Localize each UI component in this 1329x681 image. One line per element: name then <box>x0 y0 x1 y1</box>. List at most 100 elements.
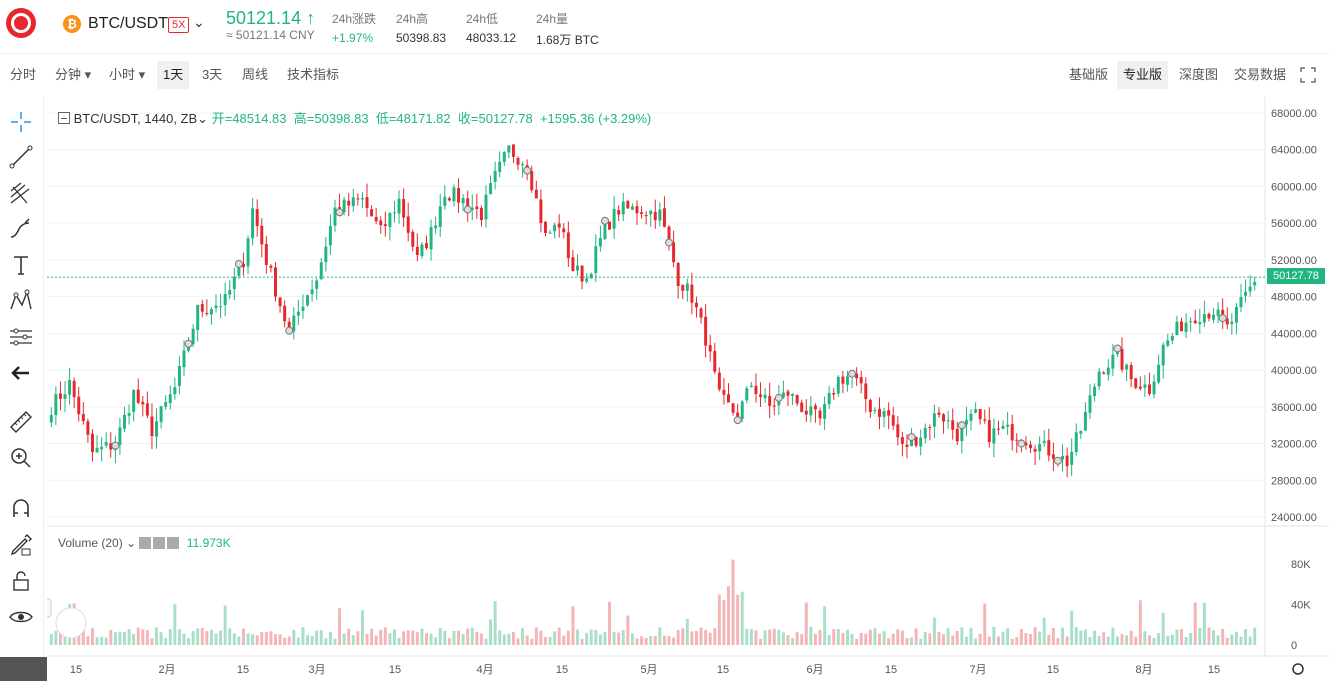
volume-value: 11.973K <box>186 536 231 550</box>
magnet-icon[interactable] <box>7 495 35 523</box>
volume-bar <box>887 638 891 645</box>
volume-label[interactable]: Volume (20) <box>58 536 123 550</box>
candle-body <box>859 377 863 384</box>
trendline-icon[interactable] <box>7 143 35 171</box>
settings-gear-icon[interactable] <box>1292 663 1304 675</box>
view-pro[interactable]: 专业版 <box>1117 61 1169 89</box>
candle-body <box>86 421 90 435</box>
candle-body <box>1010 424 1014 441</box>
candle-body <box>324 246 328 262</box>
time-tick-label: 6月 <box>806 664 823 676</box>
interval-timeline[interactable]: 分时 <box>10 67 37 82</box>
candle-body <box>745 388 749 401</box>
candle-body <box>388 212 392 227</box>
volume-bar <box>525 635 529 645</box>
volume-settings-icons[interactable] <box>139 537 183 549</box>
volume-bar <box>763 630 767 645</box>
volume-bar <box>855 638 859 645</box>
candle-body <box>209 309 213 315</box>
candlestick-chart[interactable]: 68000.00 64000.00 60000.00 56000.00 52000.00… <box>47 97 1329 681</box>
candle-body <box>900 437 904 444</box>
chevron-down-icon[interactable]: ⌄ <box>193 14 205 30</box>
candle-body <box>521 164 525 166</box>
view-trade-data[interactable]: 交易数据 <box>1234 67 1287 82</box>
text-icon[interactable] <box>7 251 35 279</box>
indicators-button[interactable]: 技术指标 <box>287 67 340 82</box>
lock-icon[interactable] <box>7 567 35 595</box>
volume-bar <box>420 628 424 645</box>
volume-bar <box>580 638 584 645</box>
price-tick-label: 32000.00 <box>1271 439 1317 451</box>
candle-body <box>347 200 351 206</box>
volume-bar <box>493 601 497 645</box>
candle-body <box>813 405 817 410</box>
volume-bar <box>246 633 250 645</box>
logo-icon[interactable] <box>6 8 36 38</box>
stat-high: 24h高 50398.83 <box>396 12 447 45</box>
volume-bar <box>260 632 264 645</box>
volume-bar <box>1029 634 1032 645</box>
last-price-tag: 50127.78 <box>1267 268 1325 284</box>
candle-body <box>443 196 447 206</box>
volume-bar <box>923 631 927 645</box>
forecast-icon[interactable] <box>7 323 35 351</box>
pair-title[interactable]: BTC/USDT <box>88 15 168 32</box>
volume-bar <box>447 638 451 645</box>
candle-body <box>310 289 314 295</box>
volume-bar <box>704 629 708 645</box>
crosshair-icon[interactable] <box>7 108 35 136</box>
volume-bar <box>1230 634 1234 645</box>
brush-icon[interactable] <box>7 215 35 243</box>
interval-hour[interactable]: 小时 ▾ <box>109 67 146 82</box>
candle-body <box>1244 291 1248 296</box>
candle-body <box>992 428 996 444</box>
volume-bar <box>1088 636 1092 645</box>
volume-bar <box>1184 637 1188 645</box>
volume-bar <box>1216 635 1220 645</box>
legend-chevron-icon[interactable]: ⌄ <box>197 111 209 126</box>
candle-body <box>489 183 493 195</box>
candle-body <box>1207 313 1211 319</box>
interval-3d[interactable]: 3天 <box>202 67 223 82</box>
candle-body <box>571 257 575 272</box>
candle-body <box>1152 381 1156 395</box>
eye-icon[interactable] <box>7 603 35 631</box>
candle-body <box>983 419 987 421</box>
pattern-icon[interactable] <box>7 286 35 314</box>
candle-body <box>438 206 442 227</box>
event-marker <box>1017 439 1026 448</box>
lock-drawing-icon[interactable] <box>7 531 35 559</box>
view-depth[interactable]: 深度图 <box>1179 67 1219 82</box>
candle-body <box>415 246 419 256</box>
candle-body <box>219 306 223 308</box>
volume-bar <box>946 628 950 645</box>
volume-bar <box>1175 629 1179 645</box>
legend-symbol[interactable]: BTC/USDT, 1440, ZB <box>73 111 198 126</box>
candle-body <box>1070 451 1074 465</box>
candle-body <box>296 311 300 316</box>
candle-body <box>1175 321 1179 336</box>
candle-body <box>589 273 593 279</box>
interval-minute[interactable]: 分钟 ▾ <box>55 67 92 82</box>
volume-bar <box>1038 631 1042 645</box>
interval-1d[interactable]: 1天 <box>157 61 190 89</box>
volume-bar <box>392 629 396 645</box>
volume-bar <box>731 559 735 645</box>
volume-bar <box>649 635 653 645</box>
volume-bar <box>571 606 575 645</box>
candle-body <box>969 413 973 421</box>
zoom-in-icon[interactable] <box>7 444 35 472</box>
candle-body <box>168 394 172 403</box>
candle-body <box>987 420 991 443</box>
fib-icon[interactable] <box>7 179 35 207</box>
ruler-icon[interactable] <box>7 408 35 436</box>
collapse-icon[interactable] <box>58 112 70 124</box>
candle-body <box>484 194 488 220</box>
view-basic[interactable]: 基础版 <box>1069 67 1109 82</box>
back-arrow-icon[interactable] <box>7 359 35 387</box>
volume-bar <box>845 629 849 645</box>
interval-week[interactable]: 周线 <box>242 67 269 82</box>
volume-bar <box>1253 627 1257 645</box>
fullscreen-icon[interactable] <box>1294 61 1322 89</box>
stat-change: 24h涨跌 +1.97% <box>332 12 377 45</box>
